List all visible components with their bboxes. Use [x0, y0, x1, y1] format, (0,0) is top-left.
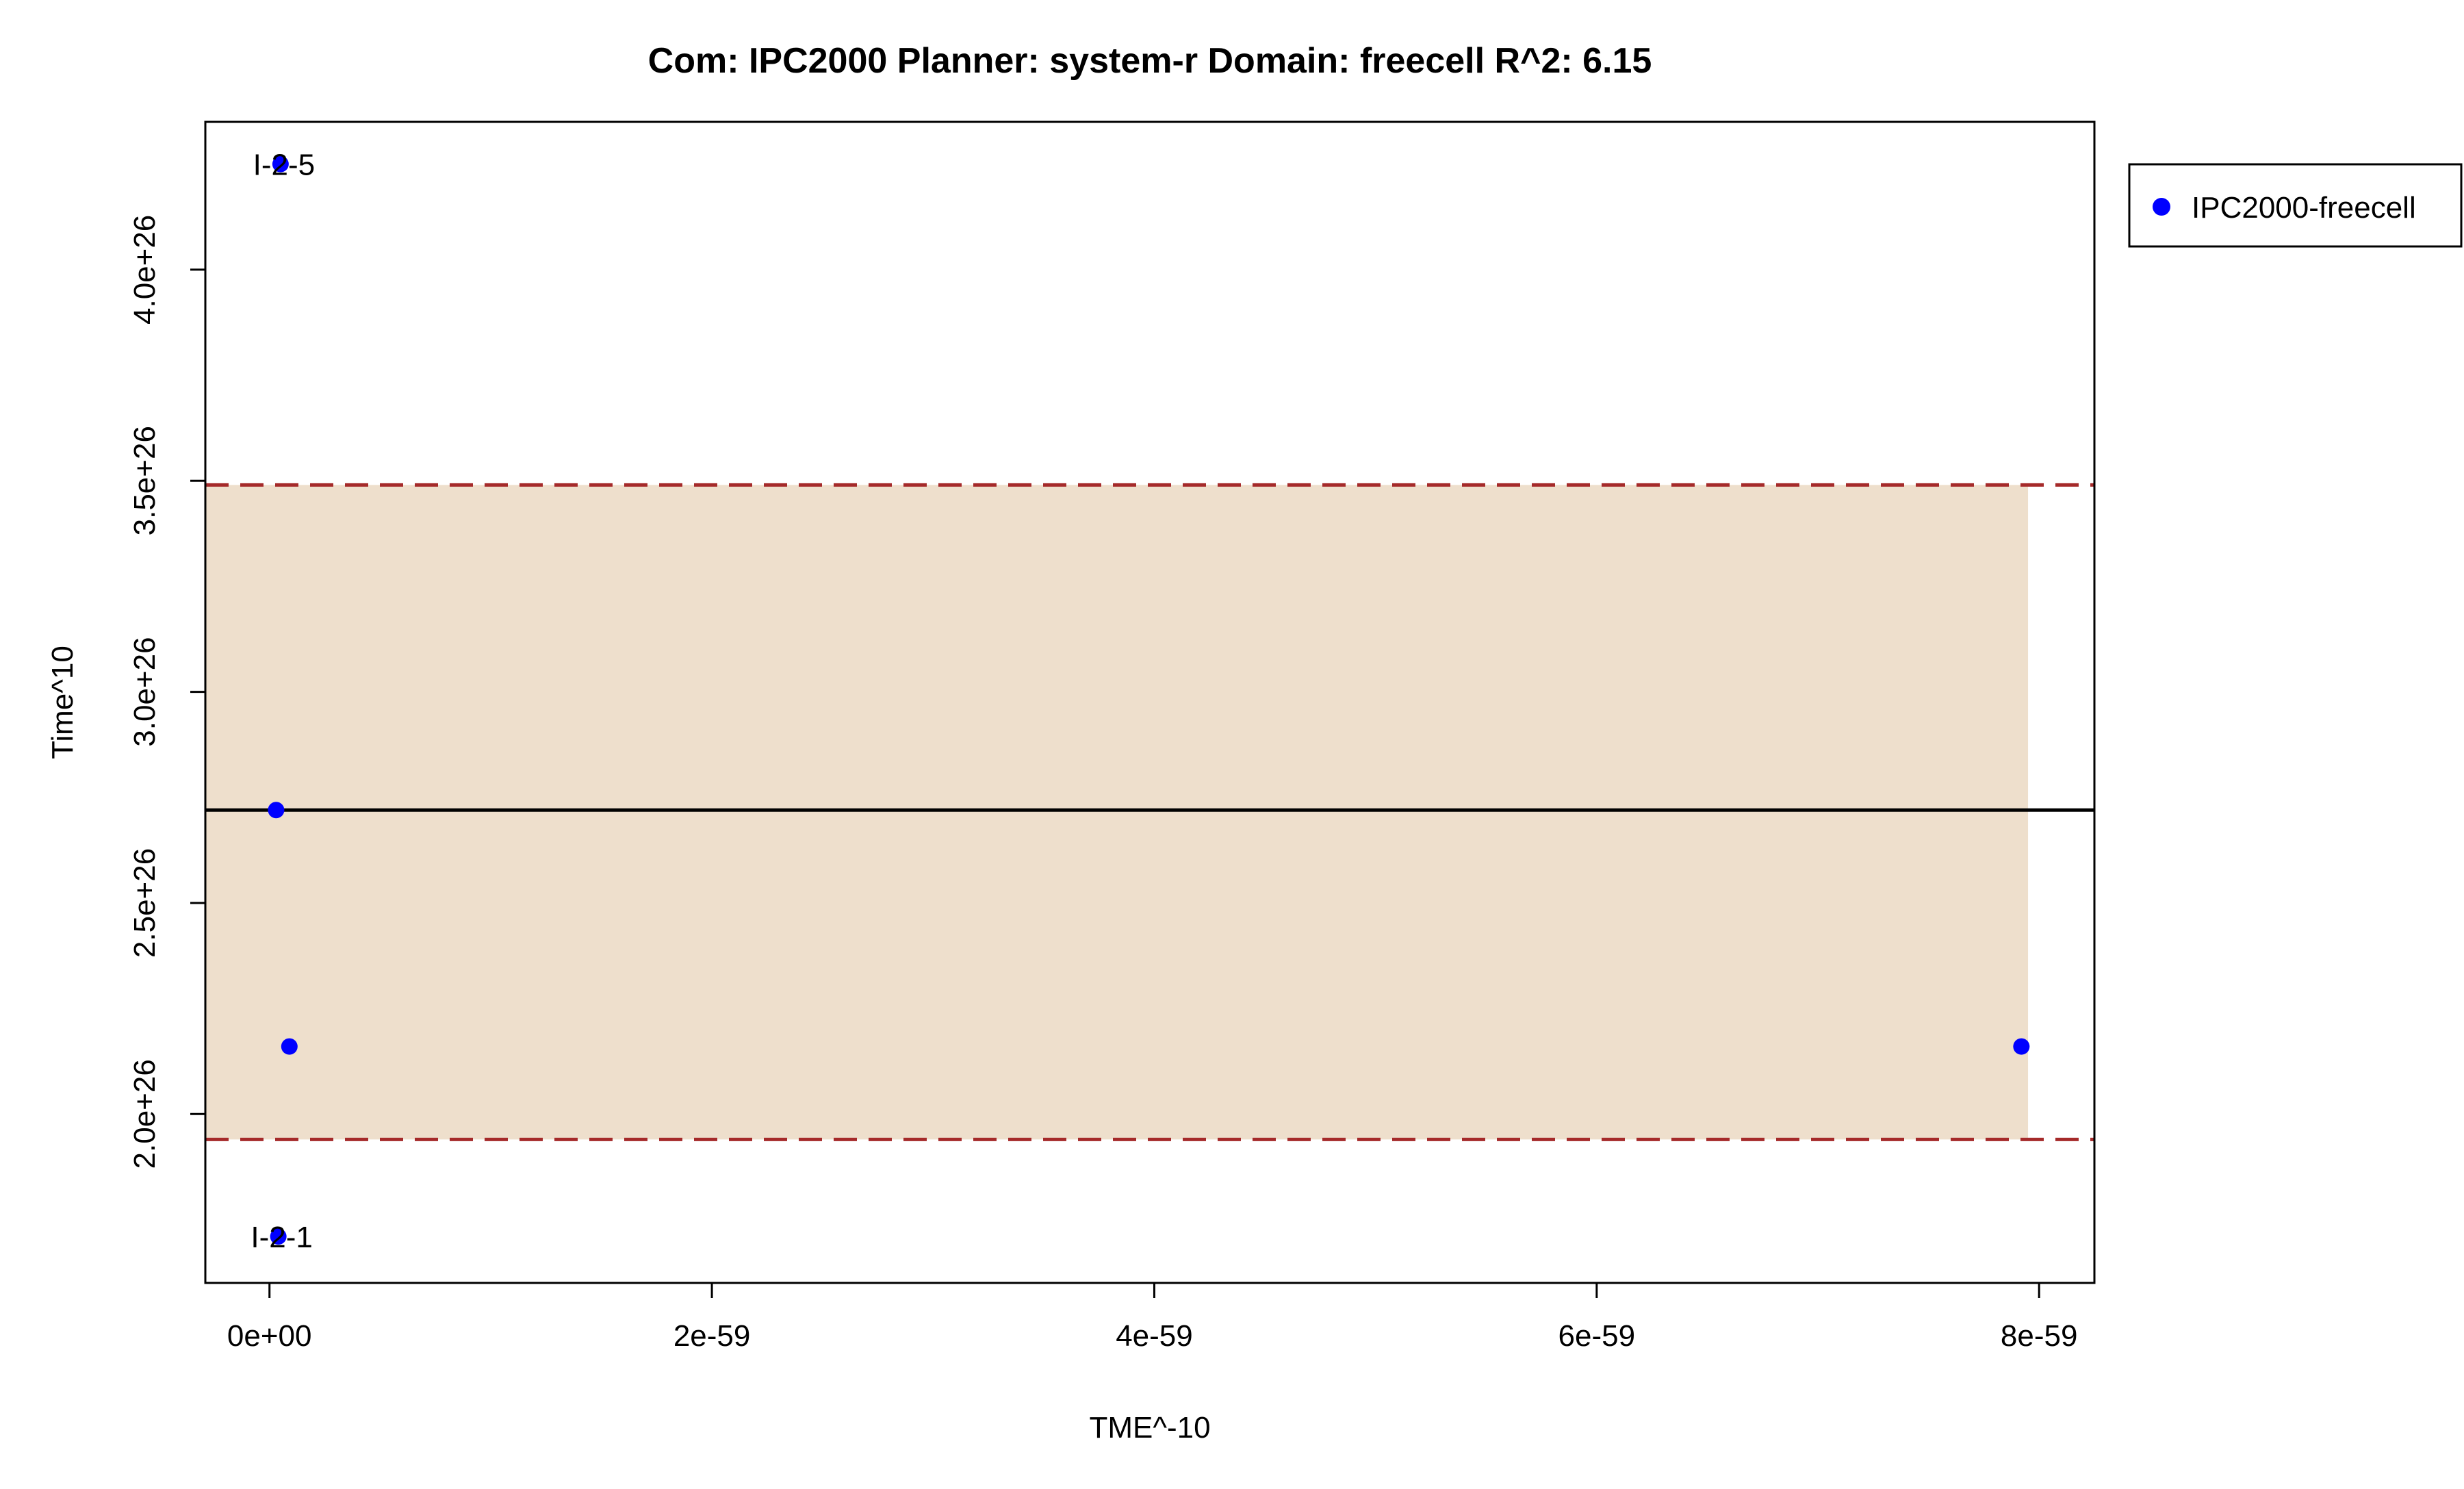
legend-label: IPC2000-freecell	[2192, 191, 2416, 225]
data-point	[270, 1228, 287, 1245]
y-axis: 2.0e+26 2.5e+26 3.0e+26 3.5e+26 4.0e+26	[128, 215, 207, 1169]
legend-box	[2128, 163, 2463, 248]
y-tick-label: 3.0e+26	[128, 637, 162, 746]
x-tick-label: 6e-59	[1558, 1319, 1636, 1353]
point-labels: I-2-5 I-2-1	[251, 149, 315, 1254]
legend-marker	[2153, 198, 2170, 216]
y-tick-label: 2.0e+26	[128, 1059, 162, 1169]
chart-title: Com: IPC2000 Planner: system-r Domain: f…	[648, 41, 1652, 81]
data-point	[2013, 1038, 2030, 1055]
x-tick-label: 0e+00	[227, 1319, 312, 1353]
data-point	[281, 1038, 298, 1055]
y-tick-label: 2.5e+26	[128, 848, 162, 958]
data-points	[268, 155, 2030, 1245]
legend: IPC2000-freecell	[2128, 163, 2463, 248]
y-axis-label: Time^10	[46, 646, 79, 759]
x-axis: 0e+00 2e-59 4e-59 6e-59 8e-59	[227, 1282, 2078, 1353]
point-label: I-2-5	[253, 149, 315, 182]
data-point	[272, 155, 289, 173]
y-tick-label: 3.5e+26	[128, 426, 162, 535]
y-tick-label: 4.0e+26	[128, 215, 162, 324]
plot-layer	[205, 483, 2094, 1141]
x-tick-label: 4e-59	[1116, 1319, 1193, 1353]
prediction-band	[205, 485, 2029, 1140]
x-tick-label: 8e-59	[2001, 1319, 2078, 1353]
x-tick-label: 2e-59	[673, 1319, 751, 1353]
data-point	[268, 802, 285, 819]
x-axis-label: TME^-10	[1089, 1411, 1210, 1445]
point-label: I-2-1	[251, 1221, 312, 1254]
